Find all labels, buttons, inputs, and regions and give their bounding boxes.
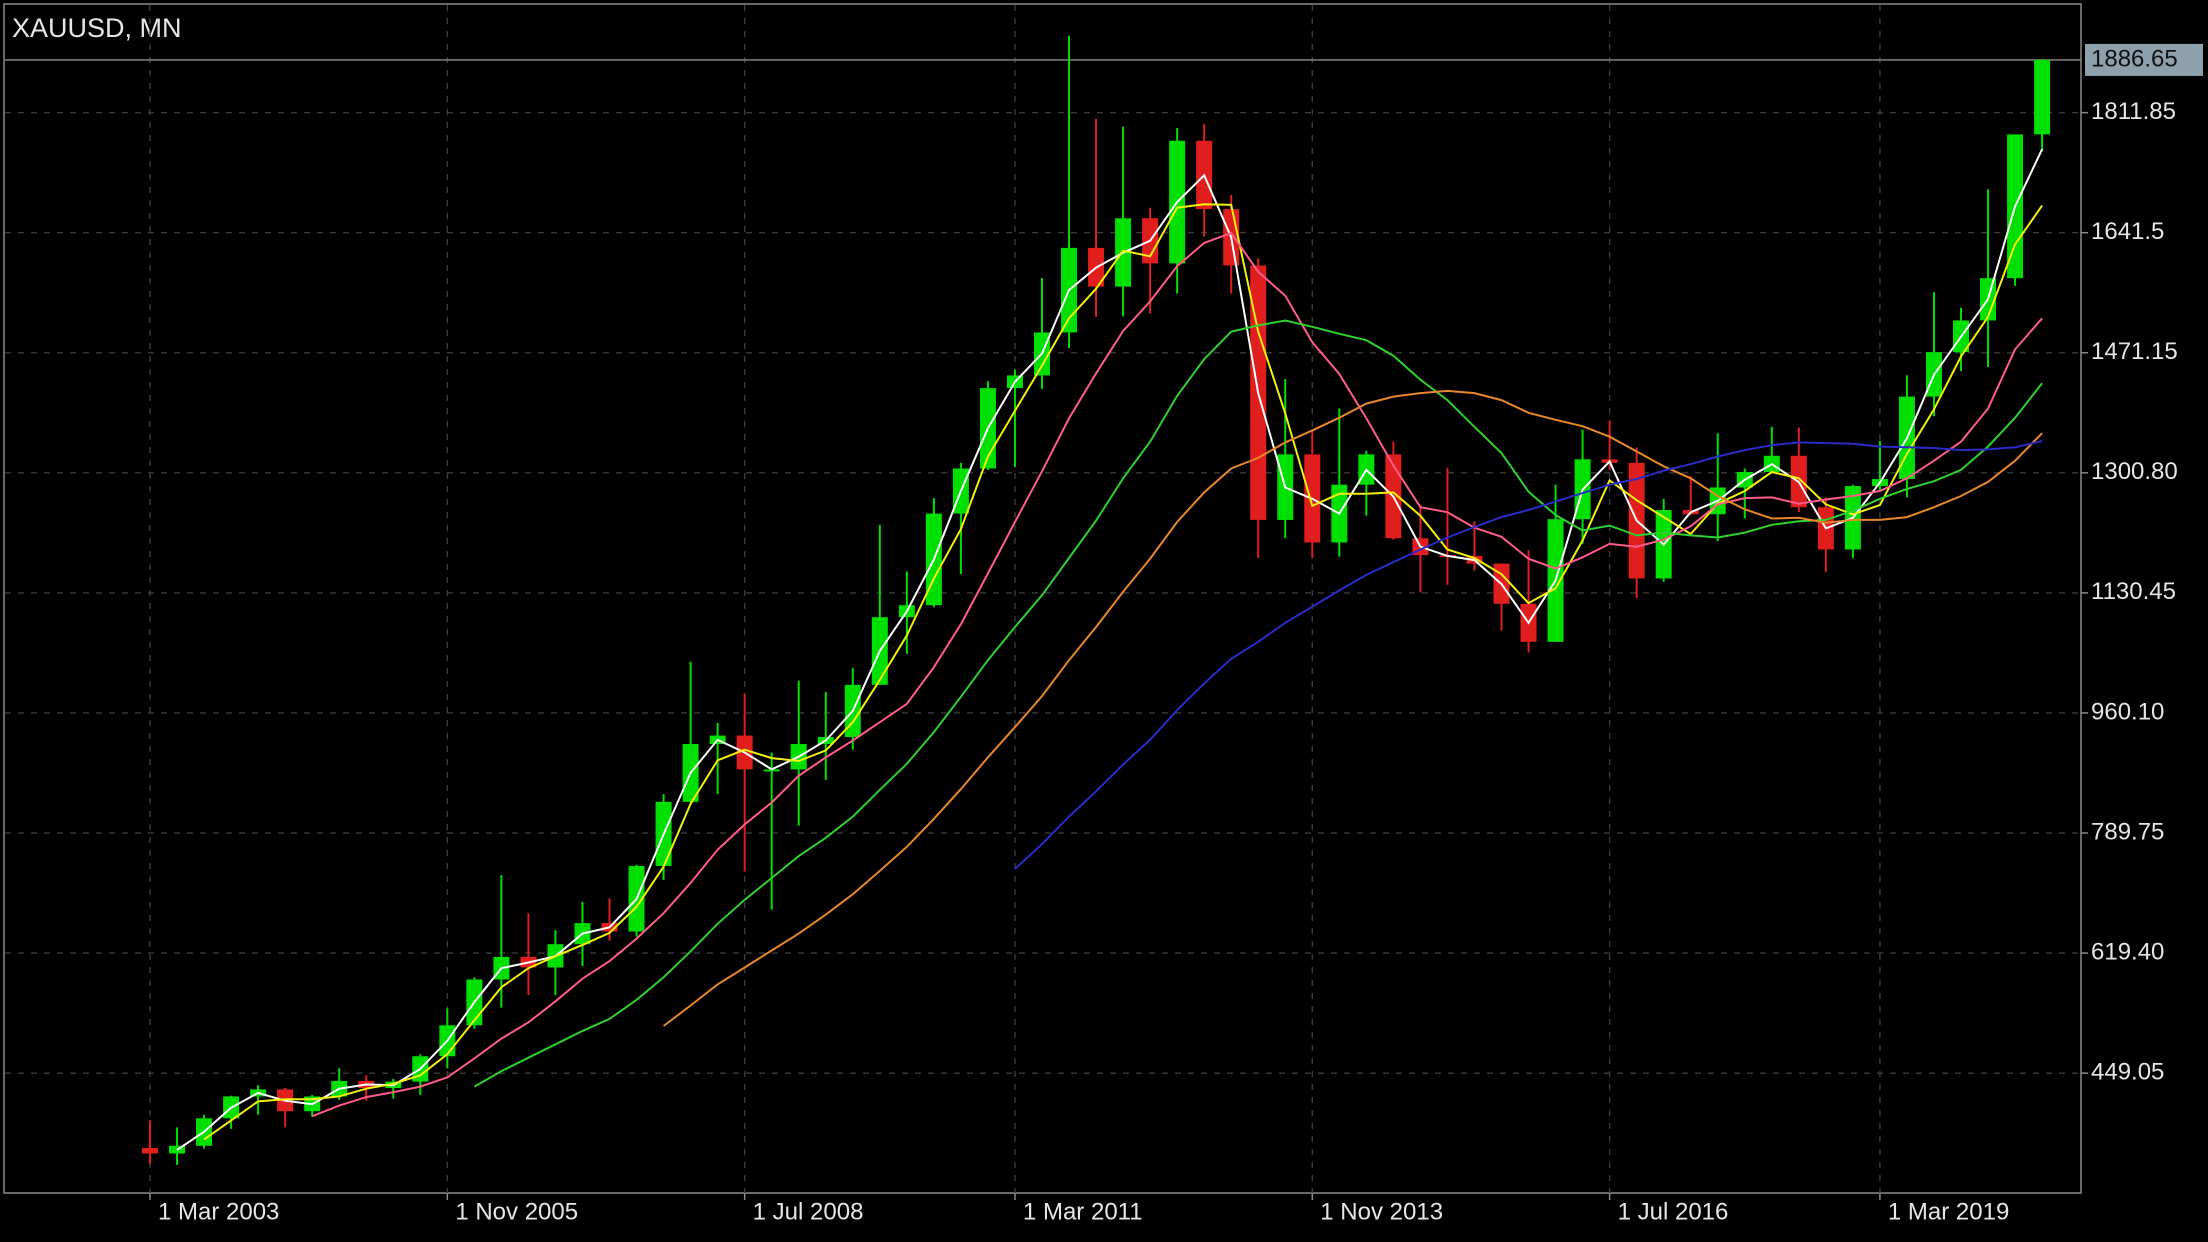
y-tick-label: 619.40 [2091,938,2164,965]
moving-average-line [1014,440,2043,870]
y-tick-label: 1130.45 [2091,578,2176,605]
chart-title: XAUUSD, MN [12,13,182,43]
x-tick-label: 1 Nov 2005 [455,1198,578,1225]
x-tick-label: 1 Jul 2008 [753,1198,864,1225]
moving-average-line [203,203,2043,1141]
x-tick-label: 1 Jul 2016 [1618,1198,1729,1225]
x-tick-label: 1 Nov 2013 [1320,1198,1443,1225]
y-tick-label: 960.10 [2091,698,2164,725]
current-price-label: 1886.65 [2091,45,2178,72]
moving-average-line [662,389,2043,1027]
current-price-label-bg [2085,43,2203,76]
y-tick-label: 449.05 [2091,1058,2164,1085]
moving-average-line [176,148,2044,1151]
candle-body [2034,59,2051,135]
y-tick-label: 1811.85 [2091,98,2176,125]
moving-average-line [473,319,2043,1088]
y-tick-label: 1471.15 [2091,338,2178,365]
x-tick-label: 1 Mar 2011 [1023,1198,1143,1225]
moving-average-line [311,231,2043,1118]
y-tick-label: 1641.5 [2091,218,2164,245]
candle-body [142,1147,158,1154]
plot-frame [3,3,2082,1194]
y-tick-label: 789.75 [2091,818,2164,845]
y-tick-label: 1300.80 [2091,458,2178,485]
x-tick-label: 1 Mar 2003 [158,1198,279,1225]
x-tick-label: 1 Mar 2019 [1888,1198,2009,1225]
